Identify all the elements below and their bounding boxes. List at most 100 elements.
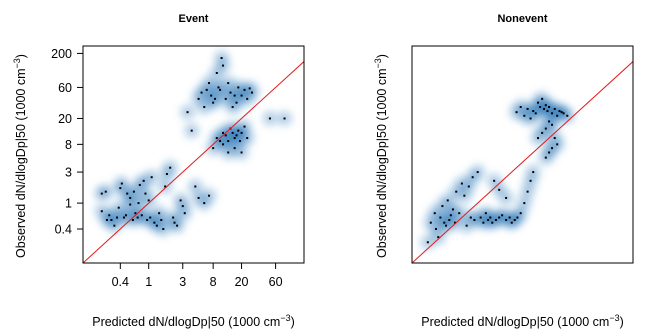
- scatter-point: [147, 199, 150, 202]
- scatter-point: [158, 212, 161, 215]
- scatter-point: [441, 205, 444, 208]
- scatter-point: [465, 224, 468, 227]
- scatter-point: [110, 218, 113, 221]
- scatter-point: [434, 227, 437, 230]
- scatter-point: [210, 94, 213, 97]
- scatter-point: [498, 216, 501, 219]
- scatter-point: [227, 151, 230, 154]
- scatter-point: [473, 218, 476, 221]
- scatter-point: [224, 134, 227, 137]
- scatter-point: [220, 57, 223, 60]
- scatter-point: [562, 112, 565, 115]
- scatter-point: [238, 140, 241, 143]
- scatter-point: [160, 218, 163, 221]
- x-tick-label: 3: [179, 275, 186, 289]
- scatter-point: [510, 221, 513, 224]
- scatter-point: [150, 176, 153, 179]
- scatter-point: [129, 203, 132, 206]
- scatter-point: [227, 82, 230, 85]
- scatter-point: [532, 110, 535, 113]
- scatter-point: [453, 221, 456, 224]
- scatter-point: [529, 117, 532, 120]
- scatter-point: [169, 166, 172, 169]
- scatter-point: [129, 196, 132, 199]
- density-cloud: [94, 51, 292, 236]
- scatter-point: [489, 216, 492, 219]
- scatter-point: [122, 216, 125, 219]
- scatter-point: [484, 212, 487, 215]
- scatter-point: [548, 106, 551, 109]
- scatter-point: [426, 241, 429, 244]
- scatter-point: [217, 86, 220, 89]
- scatter-point: [541, 97, 544, 100]
- scatter-point: [451, 208, 454, 211]
- scatter-point: [233, 94, 236, 97]
- scatter-point: [460, 182, 463, 185]
- scatter-point: [162, 227, 165, 230]
- scatter-point: [153, 221, 156, 224]
- scatter-point: [240, 151, 243, 154]
- scatter-point: [544, 156, 547, 159]
- scatter-point: [126, 192, 129, 195]
- panel-event: Event 0.4 1 3 8 20 60 0.4 1 3 8 20 60 200 Predicted…: [12, 13, 305, 329]
- scatter-point: [137, 202, 140, 205]
- scatter-point: [283, 117, 286, 120]
- scatter-point: [100, 192, 103, 195]
- scatter-point: [246, 97, 249, 100]
- scatter-point: [429, 221, 432, 224]
- y-tick-label: 60: [58, 81, 72, 95]
- scatter-point: [250, 91, 253, 94]
- scatter-point: [516, 216, 519, 219]
- reference-line: [412, 61, 633, 263]
- scatter-point: [449, 214, 452, 217]
- scatter-point: [155, 224, 158, 227]
- scatter-point: [200, 91, 203, 94]
- scatter-point: [144, 192, 147, 195]
- plot-frame: [411, 45, 634, 264]
- y-axis-label: Observed dN/dlogDp|50 (1000 cm−3): [12, 54, 28, 258]
- scatter-point: [179, 199, 182, 202]
- scatter-point: [539, 106, 542, 109]
- scatter-point: [176, 224, 179, 227]
- scatter-point: [222, 131, 225, 134]
- scatter-point: [433, 212, 436, 215]
- scatter-point: [219, 140, 222, 143]
- scatter-point: [494, 218, 497, 221]
- scatter-point: [119, 187, 122, 190]
- x-axis-label: Predicted dN/dlogDp|50 (1000 cm−3): [421, 313, 624, 329]
- scatter-point: [537, 101, 540, 104]
- scatter-point: [505, 196, 508, 199]
- scatter-point: [458, 212, 461, 215]
- scatter-points: [426, 97, 569, 244]
- scatter-point: [469, 216, 472, 219]
- scatter-point: [172, 216, 175, 219]
- scatter-point: [197, 196, 200, 199]
- y-tick-label: 200: [51, 47, 72, 61]
- scatter-point: [173, 221, 176, 224]
- scatter-point: [479, 216, 482, 219]
- scatter-point: [203, 202, 206, 205]
- reference-line: [83, 61, 304, 263]
- scatter-point: [212, 101, 215, 104]
- scatter-point: [498, 188, 501, 191]
- scatter-point: [181, 205, 184, 208]
- scatter-point: [138, 183, 141, 186]
- scatter-point: [186, 111, 189, 114]
- scatter-point: [116, 216, 119, 219]
- scatter-point: [560, 111, 563, 114]
- scatter-point: [120, 182, 123, 185]
- x-axis-label: Predicted dN/dlogDp|50 (1000 cm−3): [92, 313, 295, 329]
- scatter-point: [131, 218, 134, 221]
- scatter-point: [243, 125, 246, 128]
- plot-frame: [82, 45, 305, 264]
- scatter-point: [142, 179, 145, 182]
- scatter-point: [471, 176, 474, 179]
- scatter-point: [437, 236, 440, 239]
- scatter-point: [537, 137, 540, 140]
- scatter-point: [240, 94, 243, 97]
- scatter-point: [544, 104, 547, 107]
- scatter-point: [482, 221, 485, 224]
- y-tick-label: 0.4: [55, 222, 72, 236]
- scatter-point: [501, 214, 504, 217]
